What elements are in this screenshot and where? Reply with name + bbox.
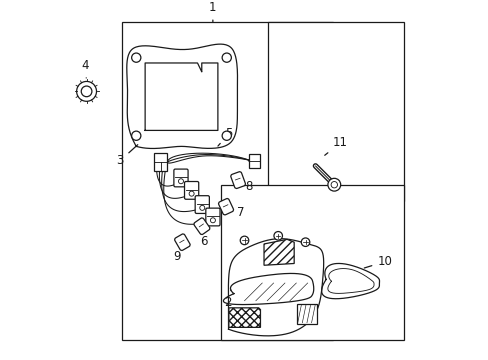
Polygon shape (228, 308, 260, 327)
Circle shape (131, 131, 141, 140)
Bar (296, 304, 316, 324)
Circle shape (222, 131, 231, 140)
Circle shape (240, 236, 248, 245)
Circle shape (301, 238, 309, 247)
Circle shape (178, 179, 183, 184)
FancyBboxPatch shape (184, 181, 198, 199)
Circle shape (327, 178, 340, 191)
Text: 3: 3 (116, 145, 138, 167)
FancyBboxPatch shape (194, 218, 209, 235)
Circle shape (273, 231, 282, 240)
Bar (122, 22, 332, 340)
Bar (221, 185, 404, 340)
Circle shape (189, 191, 194, 196)
Circle shape (81, 86, 92, 97)
FancyBboxPatch shape (174, 169, 188, 187)
FancyBboxPatch shape (174, 234, 190, 251)
Text: 7: 7 (231, 206, 244, 219)
FancyBboxPatch shape (218, 198, 233, 215)
Circle shape (330, 181, 337, 188)
FancyBboxPatch shape (230, 172, 245, 189)
Circle shape (210, 218, 215, 223)
Text: 8: 8 (241, 180, 252, 193)
Text: 6: 6 (200, 229, 207, 248)
Text: 1: 1 (209, 1, 216, 22)
Circle shape (77, 81, 96, 101)
Circle shape (222, 53, 231, 62)
Text: 2: 2 (223, 290, 231, 309)
FancyBboxPatch shape (205, 208, 220, 226)
Text: 10: 10 (364, 255, 391, 268)
Text: 9: 9 (173, 245, 181, 263)
FancyBboxPatch shape (195, 196, 209, 213)
Polygon shape (264, 239, 294, 265)
Text: 4: 4 (81, 59, 88, 78)
Bar (154, 153, 167, 171)
Circle shape (131, 53, 141, 62)
Bar (248, 154, 259, 168)
Bar (267, 22, 404, 201)
Circle shape (200, 205, 204, 210)
Text: 11: 11 (324, 136, 347, 155)
Text: 5: 5 (218, 127, 232, 146)
